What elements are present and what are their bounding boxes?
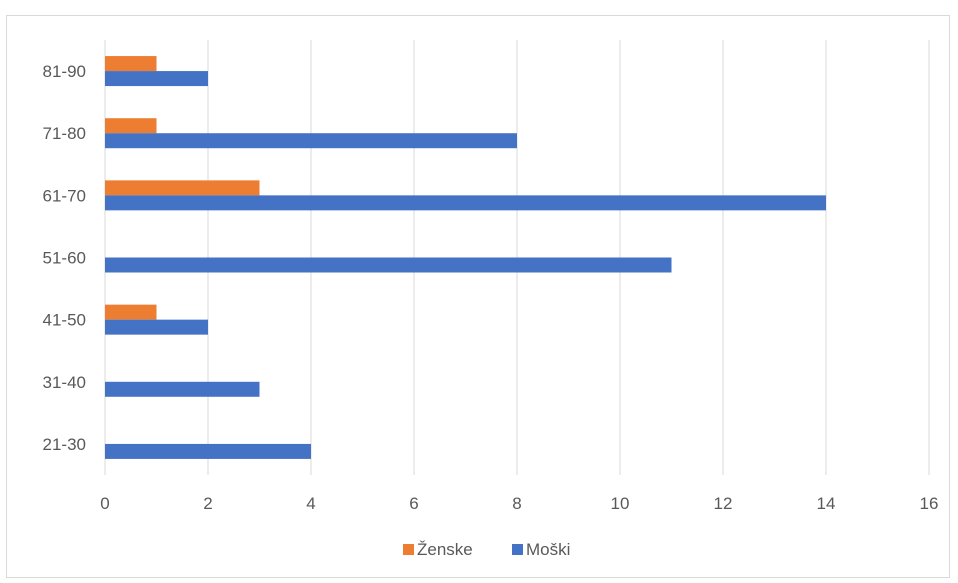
category-label-31-40: 31-40 xyxy=(43,373,86,392)
x-tick-14: 14 xyxy=(817,494,836,513)
bar-moski-71-80 xyxy=(105,133,517,149)
x-tick-8: 8 xyxy=(512,494,521,513)
bars xyxy=(105,56,826,459)
legend: Ženske Moški xyxy=(403,540,570,559)
bar-moski-51-60 xyxy=(105,257,672,273)
x-tick-6: 6 xyxy=(409,494,418,513)
bar-zenske-61-70 xyxy=(105,180,260,196)
x-tick-16: 16 xyxy=(920,494,939,513)
x-tick-labels: 0 2 4 6 8 10 12 14 16 xyxy=(100,494,938,513)
x-tick-2: 2 xyxy=(203,494,212,513)
bar-moski-81-90 xyxy=(105,71,208,87)
x-tick-12: 12 xyxy=(714,494,733,513)
bar-moski-21-30 xyxy=(105,443,311,459)
bar-moski-31-40 xyxy=(105,381,260,397)
bar-zenske-41-50 xyxy=(105,304,157,320)
x-tick-10: 10 xyxy=(611,494,630,513)
x-tick-0: 0 xyxy=(100,494,109,513)
category-label-21-30: 21-30 xyxy=(43,435,86,454)
bar-zenske-81-90 xyxy=(105,56,157,72)
legend-swatch-zenske xyxy=(403,544,414,555)
bar-moski-41-50 xyxy=(105,319,208,335)
x-tick-4: 4 xyxy=(306,494,315,513)
bar-moski-61-70 xyxy=(105,195,826,211)
chart-frame xyxy=(6,15,950,578)
legend-label-zenske: Ženske xyxy=(417,540,473,559)
category-label-51-60: 51-60 xyxy=(43,249,86,268)
legend-label-moski: Moški xyxy=(526,540,570,559)
category-label-71-80: 71-80 xyxy=(43,124,86,143)
category-label-61-70: 61-70 xyxy=(43,186,86,205)
category-label-81-90: 81-90 xyxy=(43,62,86,81)
category-labels: 21-30 31-40 41-50 51-60 61-70 71-80 81-90 xyxy=(43,62,86,454)
legend-swatch-moski xyxy=(512,544,523,555)
bar-zenske-71-80 xyxy=(105,118,157,134)
category-label-41-50: 41-50 xyxy=(43,311,86,330)
